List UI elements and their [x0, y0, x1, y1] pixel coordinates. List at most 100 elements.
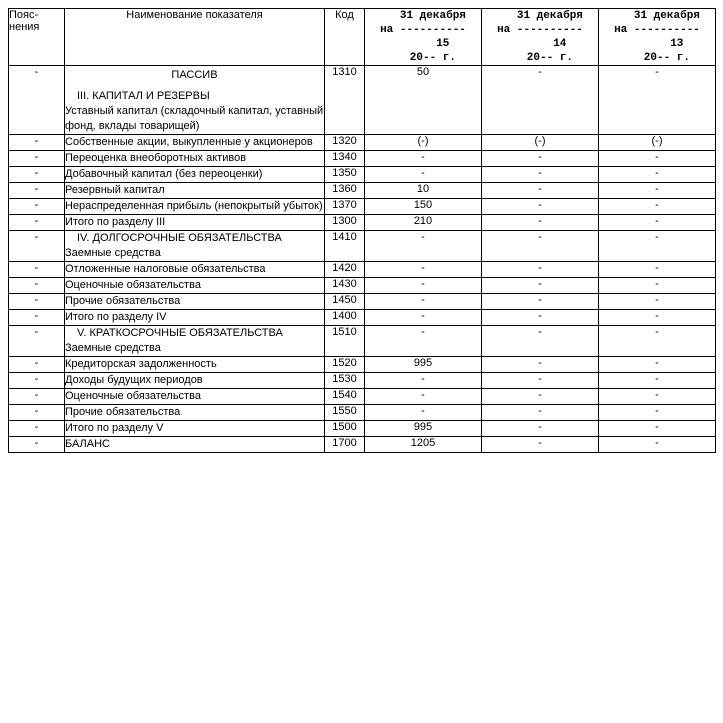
value-cell: -: [599, 262, 716, 278]
expl-cell: -: [9, 199, 65, 215]
name-cell: Итого по разделу IV: [65, 310, 325, 326]
expl-cell: -: [9, 421, 65, 437]
name-line: IV. ДОЛГОСРОЧНЫЕ ОБЯЗАТЕЛЬСТВА: [65, 231, 324, 246]
expl-cell: -: [9, 151, 65, 167]
code-cell: 1700: [325, 437, 365, 453]
table-row: -Прочие обязательства1550---: [9, 405, 716, 421]
value-cell: -: [599, 389, 716, 405]
code-cell: 1410: [325, 231, 365, 262]
value-cell: 995: [365, 421, 482, 437]
code-cell: 1450: [325, 294, 365, 310]
value-cell: -: [365, 405, 482, 421]
expl-cell: -: [9, 294, 65, 310]
code-cell: 1540: [325, 389, 365, 405]
table-row: -Резервный капитал136010--: [9, 183, 716, 199]
table-head: Пояс- нения Наименование показателя Код …: [9, 9, 716, 66]
value-cell: -: [365, 231, 482, 262]
name-cell: Прочие обязательства: [65, 405, 325, 421]
name-line: V. КРАТКОСРОЧНЫЕ ОБЯЗАТЕЛЬСТВА: [65, 326, 324, 341]
value-cell: -: [482, 310, 599, 326]
value-cell: -: [599, 167, 716, 183]
value-cell: -: [599, 326, 716, 357]
expl-cell: -: [9, 389, 65, 405]
name-cell: V. КРАТКОСРОЧНЫЕ ОБЯЗАТЕЛЬСТВАЗаемные ср…: [65, 326, 325, 357]
table-row: -БАЛАНС17001205--: [9, 437, 716, 453]
value-cell: -: [365, 262, 482, 278]
name-cell: IV. ДОЛГОСРОЧНЫЕ ОБЯЗАТЕЛЬСТВАЗаемные ср…: [65, 231, 325, 262]
name-line: Отложенные налоговые обязательства: [65, 262, 324, 277]
code-cell: 1370: [325, 199, 365, 215]
code-cell: 1400: [325, 310, 365, 326]
code-cell: 1340: [325, 151, 365, 167]
value-cell: -: [482, 151, 599, 167]
code-cell: 1510: [325, 326, 365, 357]
expl-cell: -: [9, 215, 65, 231]
name-line: Оценочные обязательства: [65, 389, 324, 404]
code-cell: 1430: [325, 278, 365, 294]
value-cell: -: [482, 357, 599, 373]
value-cell: -: [365, 167, 482, 183]
name-line: Уставный капитал (складочный капитал, ус…: [65, 104, 324, 134]
name-line: Кредиторская задолженность: [65, 357, 324, 372]
value-cell: -: [482, 421, 599, 437]
name-line: ПАССИВ: [65, 66, 324, 89]
value-cell: -: [482, 278, 599, 294]
expl-cell: -: [9, 135, 65, 151]
value-cell: -: [365, 373, 482, 389]
table-row: - ПАССИВIII. КАПИТАЛ И РЕЗЕРВЫУставный ка…: [9, 66, 716, 135]
code-cell: 1530: [325, 373, 365, 389]
expl-cell: -: [9, 167, 65, 183]
table-row: -Прочие обязательства1450---: [9, 294, 716, 310]
name-cell: БАЛАНС: [65, 437, 325, 453]
value-cell: (-): [599, 135, 716, 151]
name-cell: Переоценка внеоборотных активов: [65, 151, 325, 167]
name-cell: Отложенные налоговые обязательства: [65, 262, 325, 278]
name-line: Итого по разделу III: [65, 215, 324, 230]
value-cell: -: [599, 421, 716, 437]
table-row: -Кредиторская задолженность1520995--: [9, 357, 716, 373]
value-cell: -: [599, 66, 716, 135]
code-cell: 1320: [325, 135, 365, 151]
value-cell: -: [365, 326, 482, 357]
name-line: Оценочные обязательства: [65, 278, 324, 293]
table-row: -Собственные акции, выкупленные у акцион…: [9, 135, 716, 151]
expl-cell: -: [9, 326, 65, 357]
code-cell: 1550: [325, 405, 365, 421]
value-cell: -: [365, 389, 482, 405]
name-cell: Нераспределенная прибыль (непокрытый убы…: [65, 199, 325, 215]
value-cell: -: [482, 405, 599, 421]
table-body: -ПАССИВIII. КАПИТАЛ И РЕЗЕРВЫУставный ка…: [9, 66, 716, 453]
expl-cell: -: [9, 278, 65, 294]
value-cell: 1205: [365, 437, 482, 453]
value-cell: -: [482, 373, 599, 389]
col-header-year-1: 31 декабря на ---------- 15 20-- г.: [365, 9, 482, 66]
name-cell: Оценочные обязательства: [65, 278, 325, 294]
value-cell: -: [482, 326, 599, 357]
code-cell: 1420: [325, 262, 365, 278]
expl-cell: -: [9, 183, 65, 199]
value-cell: -: [599, 215, 716, 231]
value-cell: -: [599, 310, 716, 326]
table-row: -Итого по разделу III1300210--: [9, 215, 716, 231]
name-line: Доходы будущих периодов: [65, 373, 324, 388]
value-cell: -: [482, 66, 599, 135]
name-cell: Добавочный капитал (без переоценки): [65, 167, 325, 183]
expl-cell: -: [9, 437, 65, 453]
value-cell: -: [599, 357, 716, 373]
value-cell: 210: [365, 215, 482, 231]
value-cell: -: [599, 278, 716, 294]
col-header-name: Наименование показателя: [65, 9, 325, 66]
value-cell: 50: [365, 66, 482, 135]
expl-cell: -: [9, 310, 65, 326]
value-cell: -: [365, 310, 482, 326]
value-cell: -: [482, 199, 599, 215]
expl-cell: -: [9, 262, 65, 278]
value-cell: -: [599, 294, 716, 310]
value-cell: -: [482, 294, 599, 310]
table-row: -Итого по разделу V1500995--: [9, 421, 716, 437]
name-cell: ПАССИВIII. КАПИТАЛ И РЕЗЕРВЫУставный кап…: [65, 66, 325, 135]
name-line: Заемные средства: [65, 341, 324, 356]
code-cell: 1520: [325, 357, 365, 373]
table-row: -Отложенные налоговые обязательства1420-…: [9, 262, 716, 278]
name-line: Прочие обязательства: [65, 294, 324, 309]
